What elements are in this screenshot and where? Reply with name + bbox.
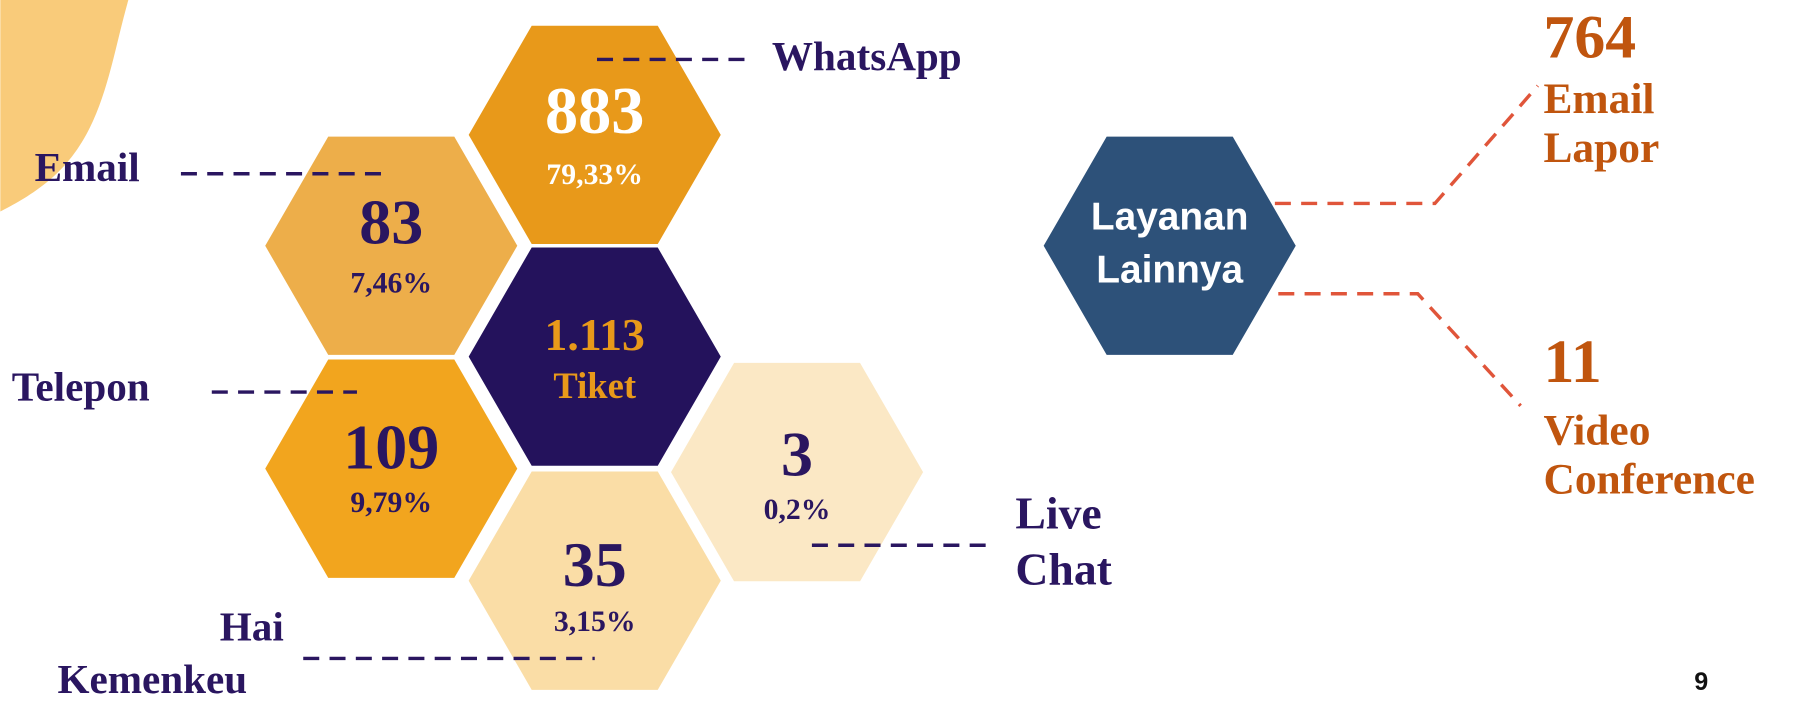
other-count: 764 [1543,4,1636,72]
other-count: 11 [1543,328,1601,396]
connector [1278,292,1522,407]
other-name: Lapor [1543,124,1659,172]
count: 109 [343,411,439,482]
channel-name: Chat [1015,543,1112,594]
percent: 9,79% [350,487,432,519]
other-title: Layanan [1091,196,1249,239]
center-value: 1.113 [545,309,645,360]
channel-name: Telepon [12,363,150,409]
hexagon [1039,133,1300,359]
hexagon [667,359,928,585]
channel-name: Email [35,144,140,190]
count: 35 [563,529,627,600]
center-label: Tiket [553,365,636,406]
hexagon [261,356,522,582]
channel-name: WhatsApp [772,33,962,79]
other-name: Conference [1543,455,1754,503]
channel-name: Kemenkeu [57,656,247,702]
count: 3 [781,418,813,489]
hexagon [464,244,725,470]
count: 83 [359,186,423,257]
other-name: Video [1543,406,1650,454]
channel-name: Live [1015,487,1101,538]
decoration-blob [0,0,129,212]
hexagon [464,468,725,694]
other-title: Lainnya [1096,248,1243,291]
channel-name: Hai [220,603,284,649]
count: 883 [545,75,644,148]
connector [1274,84,1540,206]
percent: 7,46% [350,268,432,300]
hexagons [261,22,1300,694]
percent: 0,2% [764,494,831,526]
other-name: Email [1543,75,1654,123]
percent: 3,15% [554,606,636,638]
page-number: 9 [1694,668,1708,696]
percent: 79,33% [546,159,643,191]
